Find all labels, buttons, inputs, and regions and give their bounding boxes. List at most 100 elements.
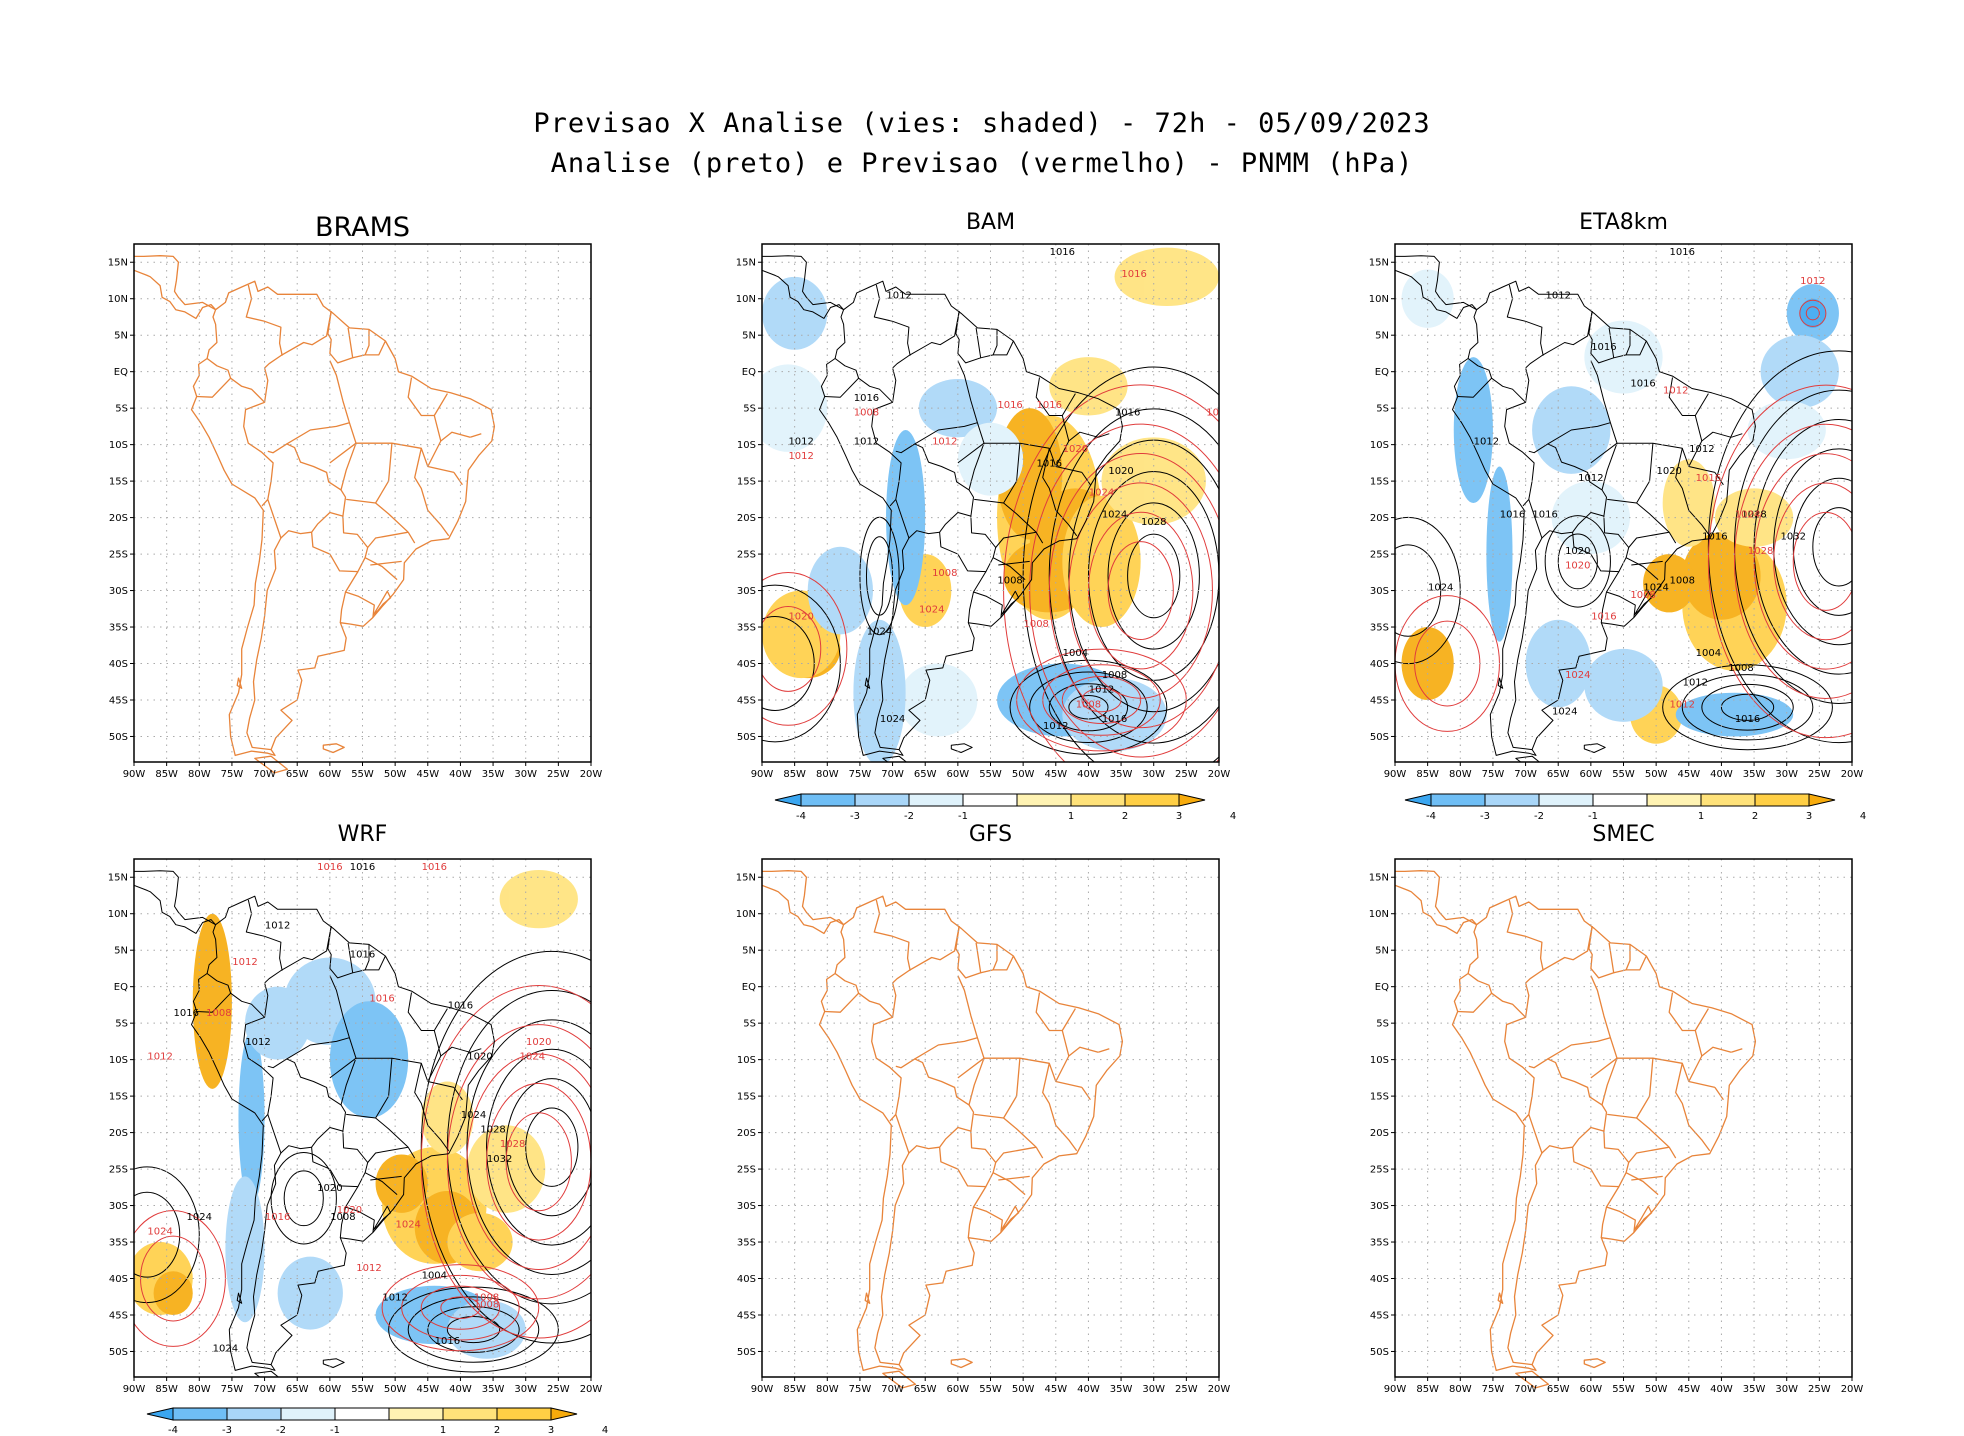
country-border (1590, 1057, 1716, 1089)
analysis-isobar (134, 1166, 200, 1304)
lat-tick-label: 15S (109, 1092, 128, 1103)
forecast-isobar-label: 1016 (997, 400, 1022, 411)
country-border (914, 1037, 978, 1060)
colorbar-high-arrow (1178, 793, 1206, 807)
forecast-isobar-label: 1008 (474, 1292, 499, 1303)
lon-tick-label: 80W (816, 1384, 839, 1395)
country-border (1491, 377, 1526, 403)
lat-tick-label: EQ (742, 982, 756, 993)
lat-tick-label: 25S (109, 550, 128, 561)
country-border (1035, 1146, 1044, 1159)
analysis-isobar-label: 1028 (1741, 510, 1766, 521)
lat-tick-label: 30S (737, 586, 756, 597)
forecast-isobar-label: 1016 (1121, 269, 1146, 280)
lat-tick-label: 15S (737, 1092, 756, 1103)
lat-tick-label: 25S (1370, 1165, 1389, 1176)
lon-tick-label: 80W (188, 1384, 211, 1395)
lat-tick-label: 20S (109, 513, 128, 524)
lat-tick-label: 10N (1369, 909, 1389, 920)
colorbar-label: -4 (168, 1425, 178, 1436)
country-border (427, 431, 471, 467)
island (322, 1358, 345, 1368)
analysis-isobar (1812, 507, 1852, 587)
analysis-isobar-label: 1016 (1050, 247, 1075, 258)
country-border (365, 955, 386, 971)
colorbar-cell (1700, 793, 1756, 807)
lat-tick-label: EQ (1375, 367, 1389, 378)
country-border (1613, 944, 1631, 974)
country-border (367, 1146, 409, 1163)
map-panel-smec: 15N 10N 5N EQ 5S 10S 15S 20S 25S 30S 35S 40S 45S 50S 9… (1369, 858, 1863, 1395)
analysis-isobar-label: 1016 (1102, 714, 1127, 725)
coastline-caribbean (1395, 255, 1477, 311)
colorbar-label: 2 (494, 1425, 500, 1436)
bias-cell (447, 1212, 513, 1272)
lon-tick-label: 75W (221, 1384, 244, 1395)
lat-tick-label: 35S (1370, 623, 1389, 634)
analysis-isobar-label: 1020 (467, 1052, 492, 1063)
colorbar-label: -1 (958, 811, 968, 822)
analysis-isobar-label: 1032 (1781, 531, 1806, 542)
analysis-isobar-label: 1016 (1670, 247, 1695, 258)
panel-title-bam: BAM (965, 210, 1016, 235)
panel-title-gfs: GFS (968, 822, 1013, 847)
colorbar-label: 4 (1860, 811, 1866, 822)
lon-tick-label: 25W (1175, 1384, 1198, 1395)
lon-tick-label: 45W (1044, 1384, 1067, 1395)
lat-tick-label: 15N (1369, 873, 1389, 884)
lon-tick-label: 50W (1645, 769, 1668, 780)
forecast-isobar-label: 1008 (1630, 590, 1655, 601)
analysis-isobar-label: 1016 (1500, 510, 1525, 521)
lat-tick-label: 5S (115, 404, 128, 415)
bias-cell (277, 1256, 343, 1330)
lat-tick-label: 35S (1370, 1238, 1389, 1249)
analysis-isobar-label: 1024 (1428, 583, 1453, 594)
analysis-isobar-label: 1020 (1656, 466, 1681, 477)
lat-tick-label: 35S (109, 1238, 128, 1249)
country-border (938, 1131, 997, 1188)
colorbar-label: -4 (796, 811, 806, 822)
forecast-isobar-label: 1020 (1063, 444, 1088, 455)
analysis-isobar (427, 1306, 520, 1353)
analysis-isobar-label: 1032 (487, 1154, 512, 1165)
coastline-central-america (1395, 269, 1477, 319)
country-border (1600, 591, 1636, 623)
lon-tick-label: 25W (1175, 769, 1198, 780)
country-border (980, 944, 998, 974)
forecast-isobar-label: 1024 (147, 1227, 172, 1238)
lon-tick-label: 75W (849, 1384, 872, 1395)
lat-tick-label: 45S (737, 695, 756, 706)
bias-cell (499, 869, 578, 929)
forecast-isobar-label: 1020 (788, 612, 813, 623)
country-border (1668, 377, 1696, 416)
lon-tick-label: 35W (482, 1384, 505, 1395)
analysis-isobar (1557, 533, 1598, 590)
colorbar-cell (800, 793, 856, 807)
colorbar-cell (334, 1407, 390, 1421)
lat-tick-label: 10S (109, 1055, 128, 1066)
lon-tick-label: 65W (914, 1384, 937, 1395)
lon-tick-label: 85W (1416, 1384, 1439, 1395)
country-border (1457, 972, 1493, 1013)
country-border (470, 1048, 482, 1053)
island (882, 1370, 917, 1389)
country-border (1491, 992, 1527, 1018)
country-border (998, 1175, 1030, 1181)
forecast-isobar-label: 1012 (356, 1263, 381, 1274)
forecast-isobar (466, 1053, 591, 1270)
forecast-isobar-label: 1024 (520, 1052, 545, 1063)
lon-tick-label: 90W (1384, 769, 1407, 780)
bias-cell (238, 1030, 265, 1206)
island (254, 755, 289, 774)
lon-tick-label: 50W (1645, 1384, 1668, 1395)
colorbar-label: -3 (1480, 811, 1490, 822)
lat-tick-label: 25S (737, 550, 756, 561)
colorbar-label: -4 (1426, 811, 1436, 822)
colorbar-cell (1646, 793, 1702, 807)
main-subtitle: Analise (preto) e Previsao (vermelho) - … (550, 148, 1414, 179)
island (1497, 677, 1504, 689)
lon-tick-label: 85W (783, 1384, 806, 1395)
lon-tick-label: 40W (449, 1384, 472, 1395)
colorbar-cell (496, 1407, 552, 1421)
